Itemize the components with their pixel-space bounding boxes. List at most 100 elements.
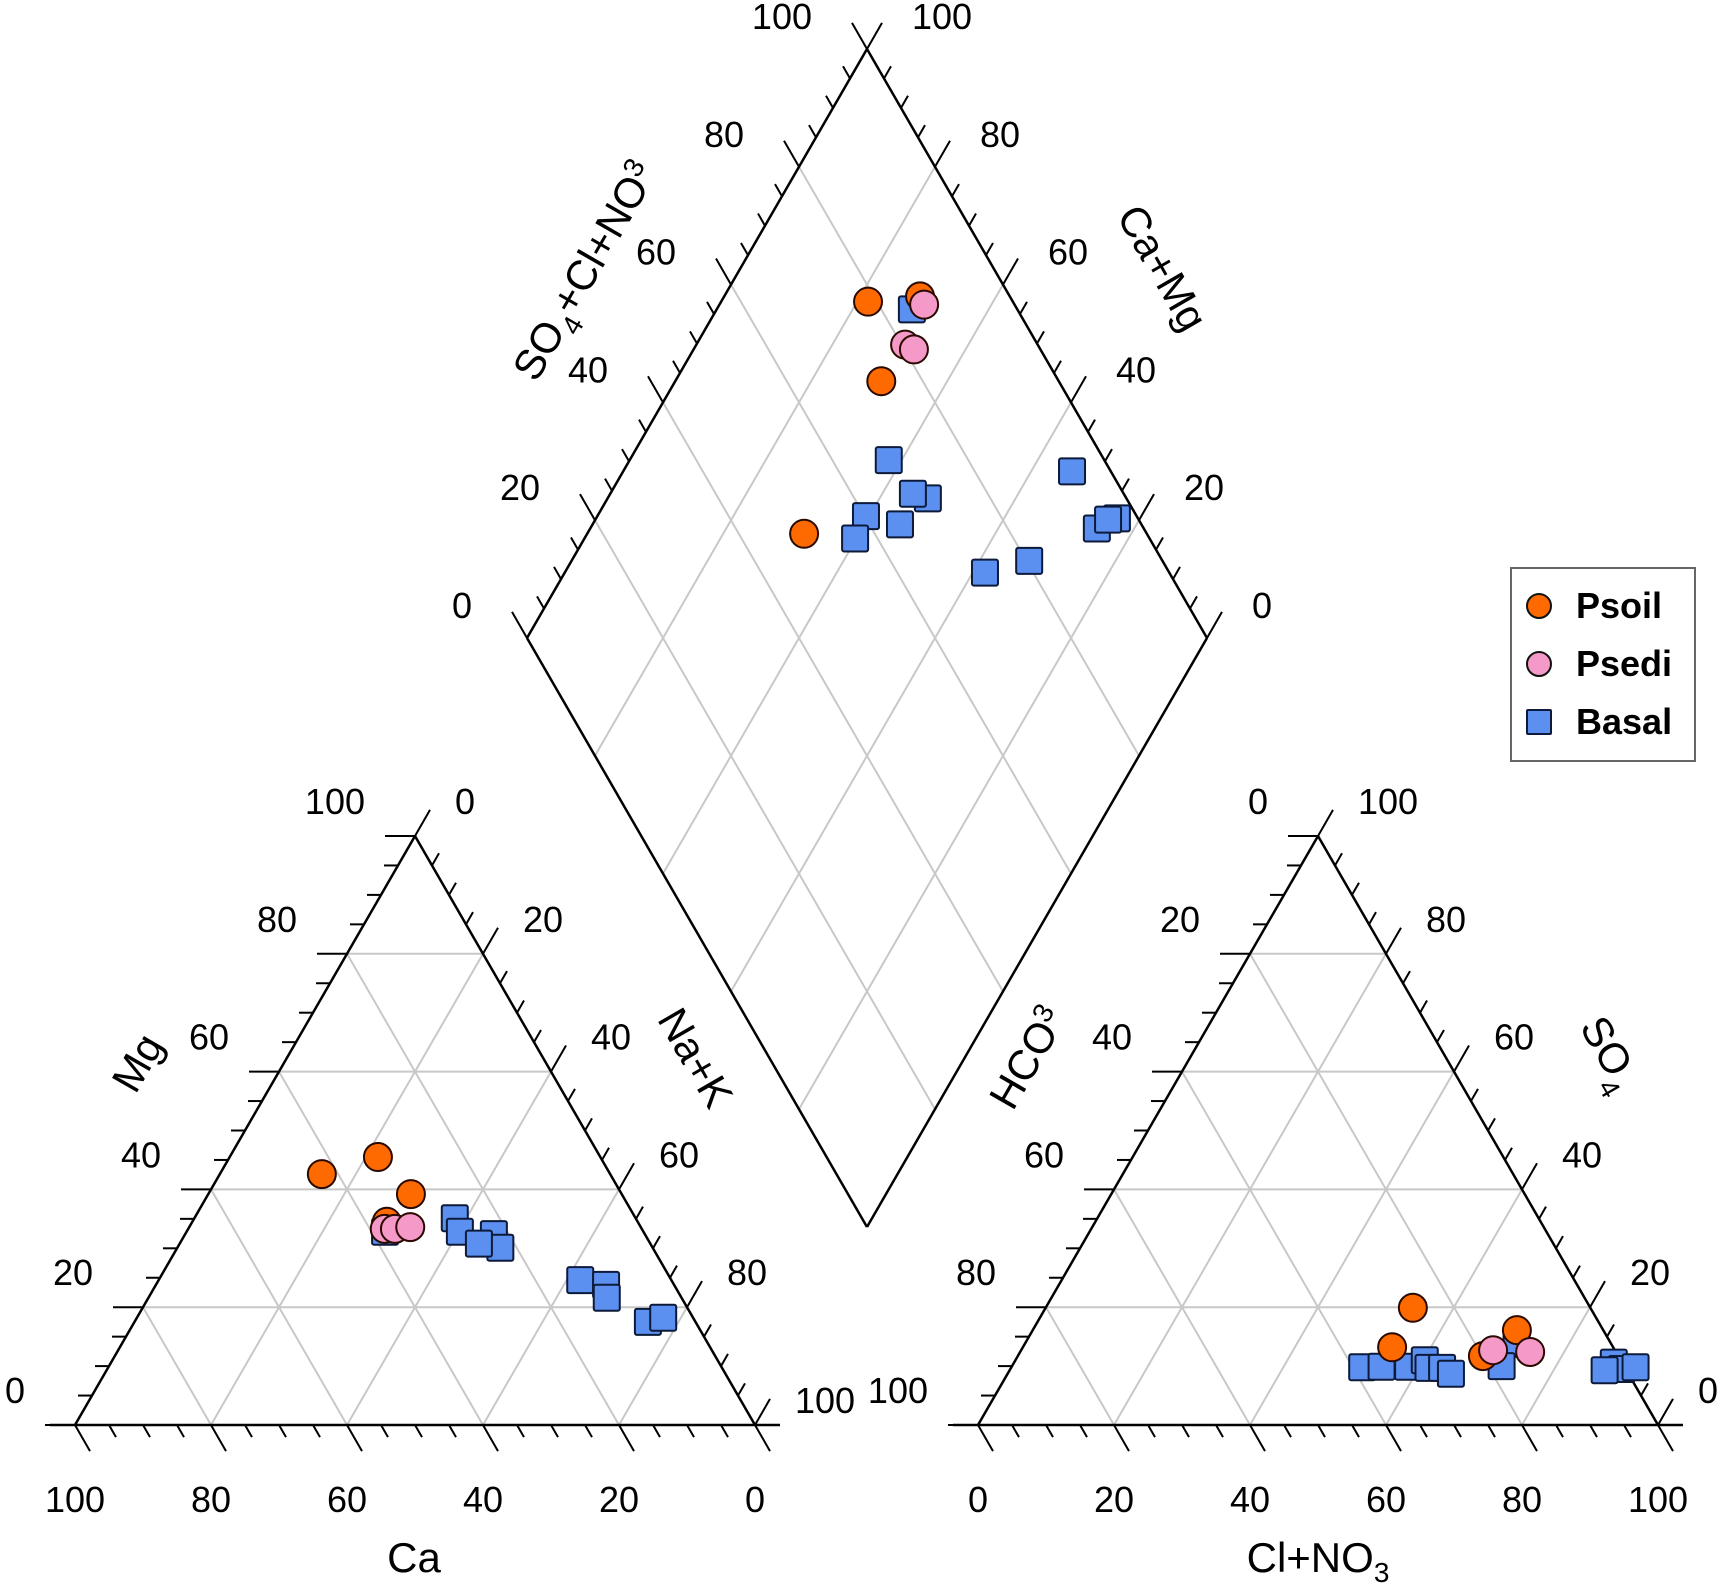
anion-bottom-tick-label: 60 [1366,1479,1406,1520]
cation-base-tick [618,1424,635,1452]
diamond-left-tick [621,448,630,462]
cation-grid-line [346,1071,552,1426]
anion-right-tick-label: 80 [1426,899,1466,940]
cation-base-tick [516,1424,525,1438]
diamond-left-tick [553,566,562,580]
basal-cation-point [649,1303,678,1332]
anion-right-tick [1555,1235,1564,1249]
diamond-left-tick [825,95,834,109]
cation-right-tick-label: 60 [659,1134,699,1175]
basal-anion-point [1621,1353,1650,1382]
diamond-left-tick-label: 0 [452,585,472,626]
psoil-cation-point [306,1159,337,1190]
diamond-grid-line [594,519,936,1110]
diamond-right-tick [1172,566,1181,580]
cation-grid-line [210,1188,348,1426]
cation-right-tick-label: 80 [727,1252,767,1293]
anion-right-tick-label: 20 [1630,1252,1670,1293]
diamond-left-tick [570,536,579,551]
diamond-left-tick-label: 40 [568,349,608,390]
diamond-left-tick [672,360,681,374]
diamond-left-tick [536,595,545,610]
cation-base-tick [686,1424,695,1438]
diamond-right-tick [1002,258,1019,286]
anion-right-tick [1402,970,1411,984]
anion-base-tick [1283,1424,1292,1438]
anion-base-tick [1011,1424,1020,1438]
diamond-left-tick [689,330,698,344]
anion-bottom-tick-label: 80 [1502,1479,1542,1520]
anion-bottom-title-sub: 3 [1374,1557,1390,1587]
cation-right-tick [686,1280,703,1308]
anion-base-tick [1385,1424,1402,1452]
diamond-grid-line [594,166,936,757]
cation-right-tick-label: 20 [523,899,563,940]
cation-base-tick [720,1424,729,1438]
anion-right-tick [1589,1280,1606,1308]
basal-cation-point [592,1283,621,1312]
psoil-marker-icon [1526,593,1552,619]
cation-right-tick [414,809,431,837]
basal-cation-point [464,1229,493,1258]
basal-diamond-point [1058,457,1087,486]
psoil-diamond-point [789,518,820,549]
diamond-right-tick [934,140,951,168]
anion-base-tick [1555,1424,1564,1438]
cation-base-tick [448,1424,457,1438]
anion-right-tick [1334,852,1343,866]
psedi-anion-point [1515,1336,1546,1367]
psoil-anion-point [1397,1292,1428,1323]
anion-bottom-title: Cl+NO3 [1247,1534,1390,1587]
anion-right-tick [1640,1382,1649,1397]
cation-base-tick [278,1424,287,1438]
diamond-grid-line [798,166,1140,757]
data-points [306,281,1650,1388]
cation-bottom-tick-label: 20 [599,1479,639,1520]
diamond-right-tick [1121,478,1130,492]
cation-base-tick [210,1424,227,1452]
anion-right-title: SO4 [1571,1008,1642,1103]
diamond-left-tick [774,183,783,197]
cation-right-tick [737,1382,746,1397]
cation-bottom-tick-label: 80 [191,1479,231,1520]
diamond-left-tick-label: 60 [636,232,676,273]
anion-left-tick-label: 80 [956,1252,996,1293]
legend-item-psoil: Psoil [1526,585,1662,627]
anion-left-tick-label: 0 [1248,781,1268,822]
psoil-anion-point [1377,1332,1408,1363]
anion-right-tick-label: 100 [1358,781,1418,822]
anion-bottom-title-main: Cl+NO [1247,1534,1374,1581]
cation-left-tick-label: 100 [305,781,365,822]
anion-left-tick-label: 100 [868,1370,928,1411]
anion-base-tick [1657,1424,1674,1452]
anion-right-tick [1368,911,1377,925]
anion-base-tick [1147,1424,1156,1438]
anion-left-tick-label: 60 [1024,1134,1064,1175]
diamond-right-tick [1104,448,1113,462]
diamond-right-tick [1036,330,1045,344]
cation-bottom-title: Ca [387,1534,441,1581]
cation-right-tick-label: 100 [795,1380,855,1421]
diamond-left-tick [808,124,817,138]
cation-base-tick [414,1424,423,1438]
cation-base-tick [176,1424,185,1438]
psedi-marker-icon [1526,651,1552,677]
anion-base-tick [1623,1424,1632,1438]
cation-left-tick-label: 20 [53,1252,93,1293]
anion-right-tick [1351,882,1360,896]
anion-right-tick-label: 40 [1562,1134,1602,1175]
legend-label: Psedi [1576,643,1673,684]
cation-right-tick [516,1000,525,1014]
diamond-right-tick [917,124,926,138]
legend-label: Basal [1576,701,1673,742]
diamond-left-tick-label: 20 [500,467,540,508]
anion-right-tick [1453,1045,1470,1073]
anion-right-tick-label: 0 [1698,1370,1718,1411]
anion-grid-line [1249,1071,1455,1426]
diamond-lower-left-axis [525,637,869,1228]
diamond-right-tick [1138,493,1155,521]
basal-anion-point [1436,1359,1465,1388]
diamond-grid-line [730,284,1072,875]
cation-grid-line [482,1188,620,1426]
cation-grid-line [142,1306,212,1426]
